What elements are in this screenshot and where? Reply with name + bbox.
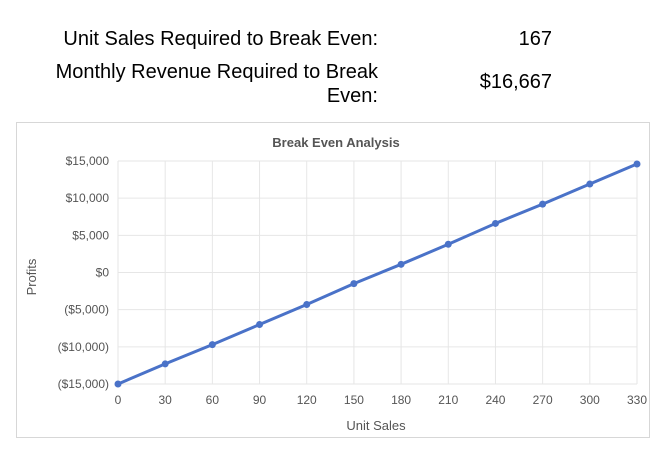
x-tick-label: 120 bbox=[297, 393, 317, 407]
x-tick-label: 210 bbox=[438, 393, 458, 407]
x-tick-label: 240 bbox=[485, 393, 505, 407]
series-line bbox=[116, 162, 639, 386]
x-axis-label: Unit Sales bbox=[346, 418, 406, 433]
x-tick-label: 330 bbox=[627, 393, 647, 407]
y-axis-label: Profits bbox=[24, 258, 39, 295]
monthly-revenue-label: Monthly Revenue Required to Break Even: bbox=[48, 60, 378, 108]
data-point bbox=[397, 260, 405, 268]
tick-layer: 0 30 60 90 120 150 180 210 240 270 300 330 ($15,000)… bbox=[58, 154, 648, 407]
data-point bbox=[208, 341, 216, 349]
unit-sales-row: Unit Sales Required to Break Even: 167 bbox=[0, 27, 652, 55]
data-point bbox=[114, 380, 122, 388]
x-tick-label: 0 bbox=[115, 393, 122, 407]
y-tick-label: $5,000 bbox=[72, 228, 109, 242]
y-tick-label: ($5,000) bbox=[64, 303, 109, 317]
monthly-revenue-row: Monthly Revenue Required to Break Even: … bbox=[0, 60, 652, 108]
y-tick-label: ($15,000) bbox=[58, 377, 109, 391]
y-tick-label: ($10,000) bbox=[58, 340, 109, 354]
break-even-chart: Break Even Analysis Unit Sales Profits 0… bbox=[16, 122, 650, 438]
series-layer bbox=[114, 160, 641, 388]
y-tick-label: $0 bbox=[96, 266, 110, 280]
x-tick-label: 90 bbox=[253, 393, 267, 407]
grid-layer bbox=[117, 160, 638, 385]
data-point bbox=[539, 200, 547, 208]
data-point bbox=[161, 360, 169, 368]
chart-title: Break Even Analysis bbox=[272, 135, 399, 150]
x-tick-label: 150 bbox=[344, 393, 364, 407]
x-tick-label: 270 bbox=[533, 393, 553, 407]
unit-sales-label: Unit Sales Required to Break Even: bbox=[63, 28, 378, 50]
break-even-summary: Unit Sales Required to Break Even: 167 M… bbox=[0, 0, 652, 110]
data-point bbox=[491, 219, 499, 227]
x-tick-label: 30 bbox=[159, 393, 173, 407]
data-point bbox=[256, 321, 264, 329]
chart-svg: Break Even Analysis Unit Sales Profits 0… bbox=[24, 135, 648, 433]
y-tick-label: $15,000 bbox=[66, 154, 110, 168]
y-tick-label: $10,000 bbox=[66, 191, 110, 205]
data-point bbox=[303, 300, 311, 308]
monthly-revenue-label-line2: Even: bbox=[326, 85, 378, 107]
data-point bbox=[633, 160, 641, 168]
x-tick-label: 300 bbox=[580, 393, 600, 407]
data-point bbox=[350, 280, 358, 288]
monthly-revenue-label-line1: Monthly Revenue Required to Break bbox=[55, 61, 378, 83]
unit-sales-value: 167 bbox=[518, 28, 552, 50]
data-point bbox=[444, 240, 452, 248]
x-tick-label: 180 bbox=[391, 393, 411, 407]
data-point bbox=[586, 180, 594, 188]
x-tick-label: 60 bbox=[206, 393, 220, 407]
monthly-revenue-value: $16,667 bbox=[479, 71, 552, 93]
